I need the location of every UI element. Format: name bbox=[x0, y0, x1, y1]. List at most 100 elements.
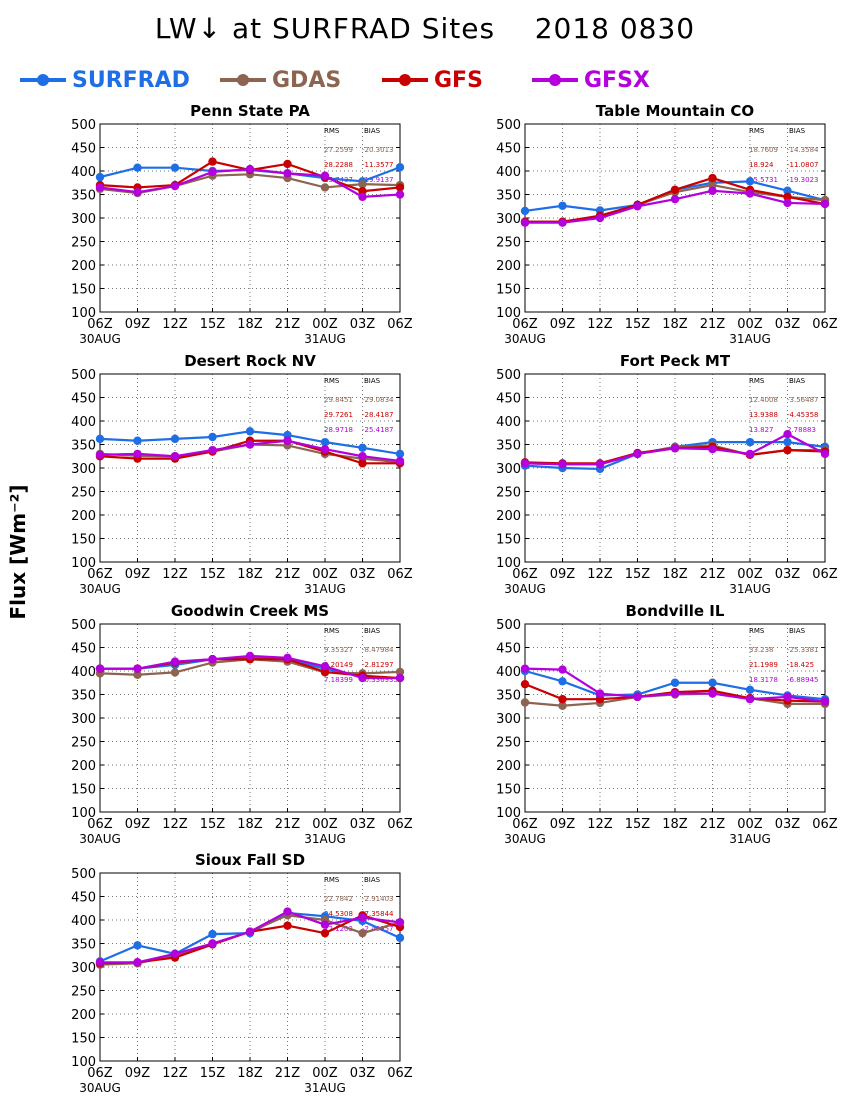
stats-rms-value: 9.20149 bbox=[324, 661, 353, 669]
data-point bbox=[708, 173, 717, 183]
data-point bbox=[320, 183, 330, 192]
data-point bbox=[320, 171, 330, 180]
y-tick-label: 400 bbox=[71, 165, 96, 180]
y-tick-label: 250 bbox=[496, 486, 521, 501]
x-tick-label: 00Z bbox=[737, 317, 763, 332]
stats-bias-value: -2.91403 bbox=[362, 895, 393, 903]
data-point bbox=[595, 689, 605, 698]
y-tick-label: 450 bbox=[71, 891, 96, 906]
grid bbox=[525, 624, 825, 812]
stats-header-rms: RMS bbox=[749, 377, 765, 385]
x-tick-label: 03Z bbox=[350, 1066, 376, 1081]
legend-marker-gdas bbox=[220, 74, 266, 86]
data-point bbox=[633, 692, 642, 702]
y-tick-label: 500 bbox=[496, 118, 521, 133]
data-point bbox=[520, 459, 530, 468]
data-point bbox=[358, 452, 367, 461]
y-tick-label: 150 bbox=[496, 783, 521, 798]
x-tick-label: 06Z bbox=[812, 567, 838, 582]
data-point bbox=[520, 206, 530, 216]
chart-title: Fort Peck MT bbox=[620, 352, 731, 370]
y-tick-label: 150 bbox=[496, 283, 521, 298]
y-tick-label: 200 bbox=[71, 259, 96, 274]
legend-marker-surfrad bbox=[20, 74, 66, 86]
stats-bias-value: -2.81297 bbox=[362, 661, 393, 669]
grid bbox=[100, 873, 400, 1061]
data-point bbox=[670, 444, 680, 453]
data-point bbox=[245, 164, 255, 174]
data-point bbox=[283, 921, 292, 930]
x-tick-label: 18Z bbox=[237, 817, 263, 832]
x-tick-label: 03Z bbox=[775, 317, 801, 332]
stats-header-bias: BIAS bbox=[364, 627, 381, 635]
x-tick-label: 06Z bbox=[387, 1066, 413, 1081]
y-tick-label: 450 bbox=[71, 142, 96, 157]
y-tick-label: 350 bbox=[71, 689, 96, 704]
date-label: 30AUG bbox=[79, 582, 121, 596]
x-tick-label: 21Z bbox=[275, 817, 301, 832]
x-tick-label: 21Z bbox=[275, 567, 301, 582]
data-point bbox=[820, 449, 830, 459]
y-tick-label: 350 bbox=[71, 439, 96, 454]
y-tick-label: 150 bbox=[71, 783, 96, 798]
data-point bbox=[170, 452, 180, 461]
stats-header-bias: BIAS bbox=[364, 377, 381, 385]
series-gfsx bbox=[520, 186, 830, 227]
y-tick-label: 350 bbox=[496, 439, 521, 454]
data-point bbox=[558, 665, 567, 674]
data-point bbox=[208, 167, 217, 177]
x-tick-label: 03Z bbox=[775, 817, 801, 832]
x-tick-label: 06Z bbox=[87, 567, 113, 582]
data-point bbox=[395, 190, 405, 199]
stats-header-bias: BIAS bbox=[789, 627, 806, 635]
date-label: 30AUG bbox=[79, 1081, 121, 1095]
stats-rms-value: 29.7261 bbox=[324, 411, 353, 419]
data-point bbox=[395, 449, 405, 459]
y-tick-label: 250 bbox=[71, 985, 96, 1000]
y-tick-label: 250 bbox=[71, 486, 96, 501]
data-point bbox=[358, 928, 367, 938]
legend-item-surfrad: SURFRAD bbox=[18, 62, 190, 98]
x-tick-label: 00Z bbox=[737, 817, 763, 832]
x-tick-label: 12Z bbox=[162, 317, 188, 332]
series-gfsx bbox=[95, 436, 405, 466]
y-tick-label: 250 bbox=[71, 736, 96, 751]
data-point bbox=[633, 202, 642, 211]
stats-bias-value: -6.88945 bbox=[787, 676, 818, 684]
stats-header-rms: RMS bbox=[324, 377, 340, 385]
data-point bbox=[208, 432, 217, 442]
stats-rms-value: 27.2599 bbox=[324, 146, 353, 154]
data-point bbox=[358, 192, 367, 202]
data-point bbox=[395, 667, 405, 677]
chart-panel-3: Fort Peck MT 100 150 200 250 300 350 400 450 500 0… bbox=[496, 352, 838, 596]
legend-label: SURFRAD bbox=[72, 67, 190, 93]
stats-bias-value: -3.56487 bbox=[787, 396, 818, 404]
x-tick-label: 15Z bbox=[200, 817, 226, 832]
x-tick-label: 18Z bbox=[237, 567, 263, 582]
stats-header-rms: RMS bbox=[324, 627, 340, 635]
stats-bias-value: 2.78883 bbox=[787, 426, 816, 434]
y-tick-label: 150 bbox=[71, 1032, 96, 1047]
data-point bbox=[133, 664, 142, 673]
data-point bbox=[820, 199, 830, 209]
x-tick-label: 21Z bbox=[275, 317, 301, 332]
data-point bbox=[558, 460, 567, 469]
stats-rms-value: 33.238 bbox=[749, 646, 774, 654]
data-point bbox=[320, 928, 330, 938]
chart-panel-5: Bondville IL 100 150 200 250 300 350 400 450 500 0… bbox=[496, 602, 838, 846]
y-tick-label: 400 bbox=[496, 415, 521, 430]
stats-rms-value: 21.1989 bbox=[749, 661, 778, 669]
data-point bbox=[320, 662, 330, 671]
grid bbox=[525, 374, 825, 562]
y-tick-label: 300 bbox=[496, 712, 521, 727]
x-tick-label: 03Z bbox=[350, 817, 376, 832]
data-point bbox=[170, 163, 180, 172]
stats-header-rms: RMS bbox=[749, 627, 765, 635]
chart-panel-1: Table Mountain CO 100 150 200 250 300 350 400 45… bbox=[496, 102, 838, 346]
stats-rms-value: 12.4008 bbox=[749, 396, 778, 404]
data-point bbox=[783, 692, 792, 702]
stats-bias-value: -14.3584 bbox=[787, 146, 819, 154]
x-tick-label: 09Z bbox=[550, 317, 576, 332]
stats-header-bias: BIAS bbox=[364, 876, 381, 884]
legend-label: GFS bbox=[434, 67, 483, 93]
